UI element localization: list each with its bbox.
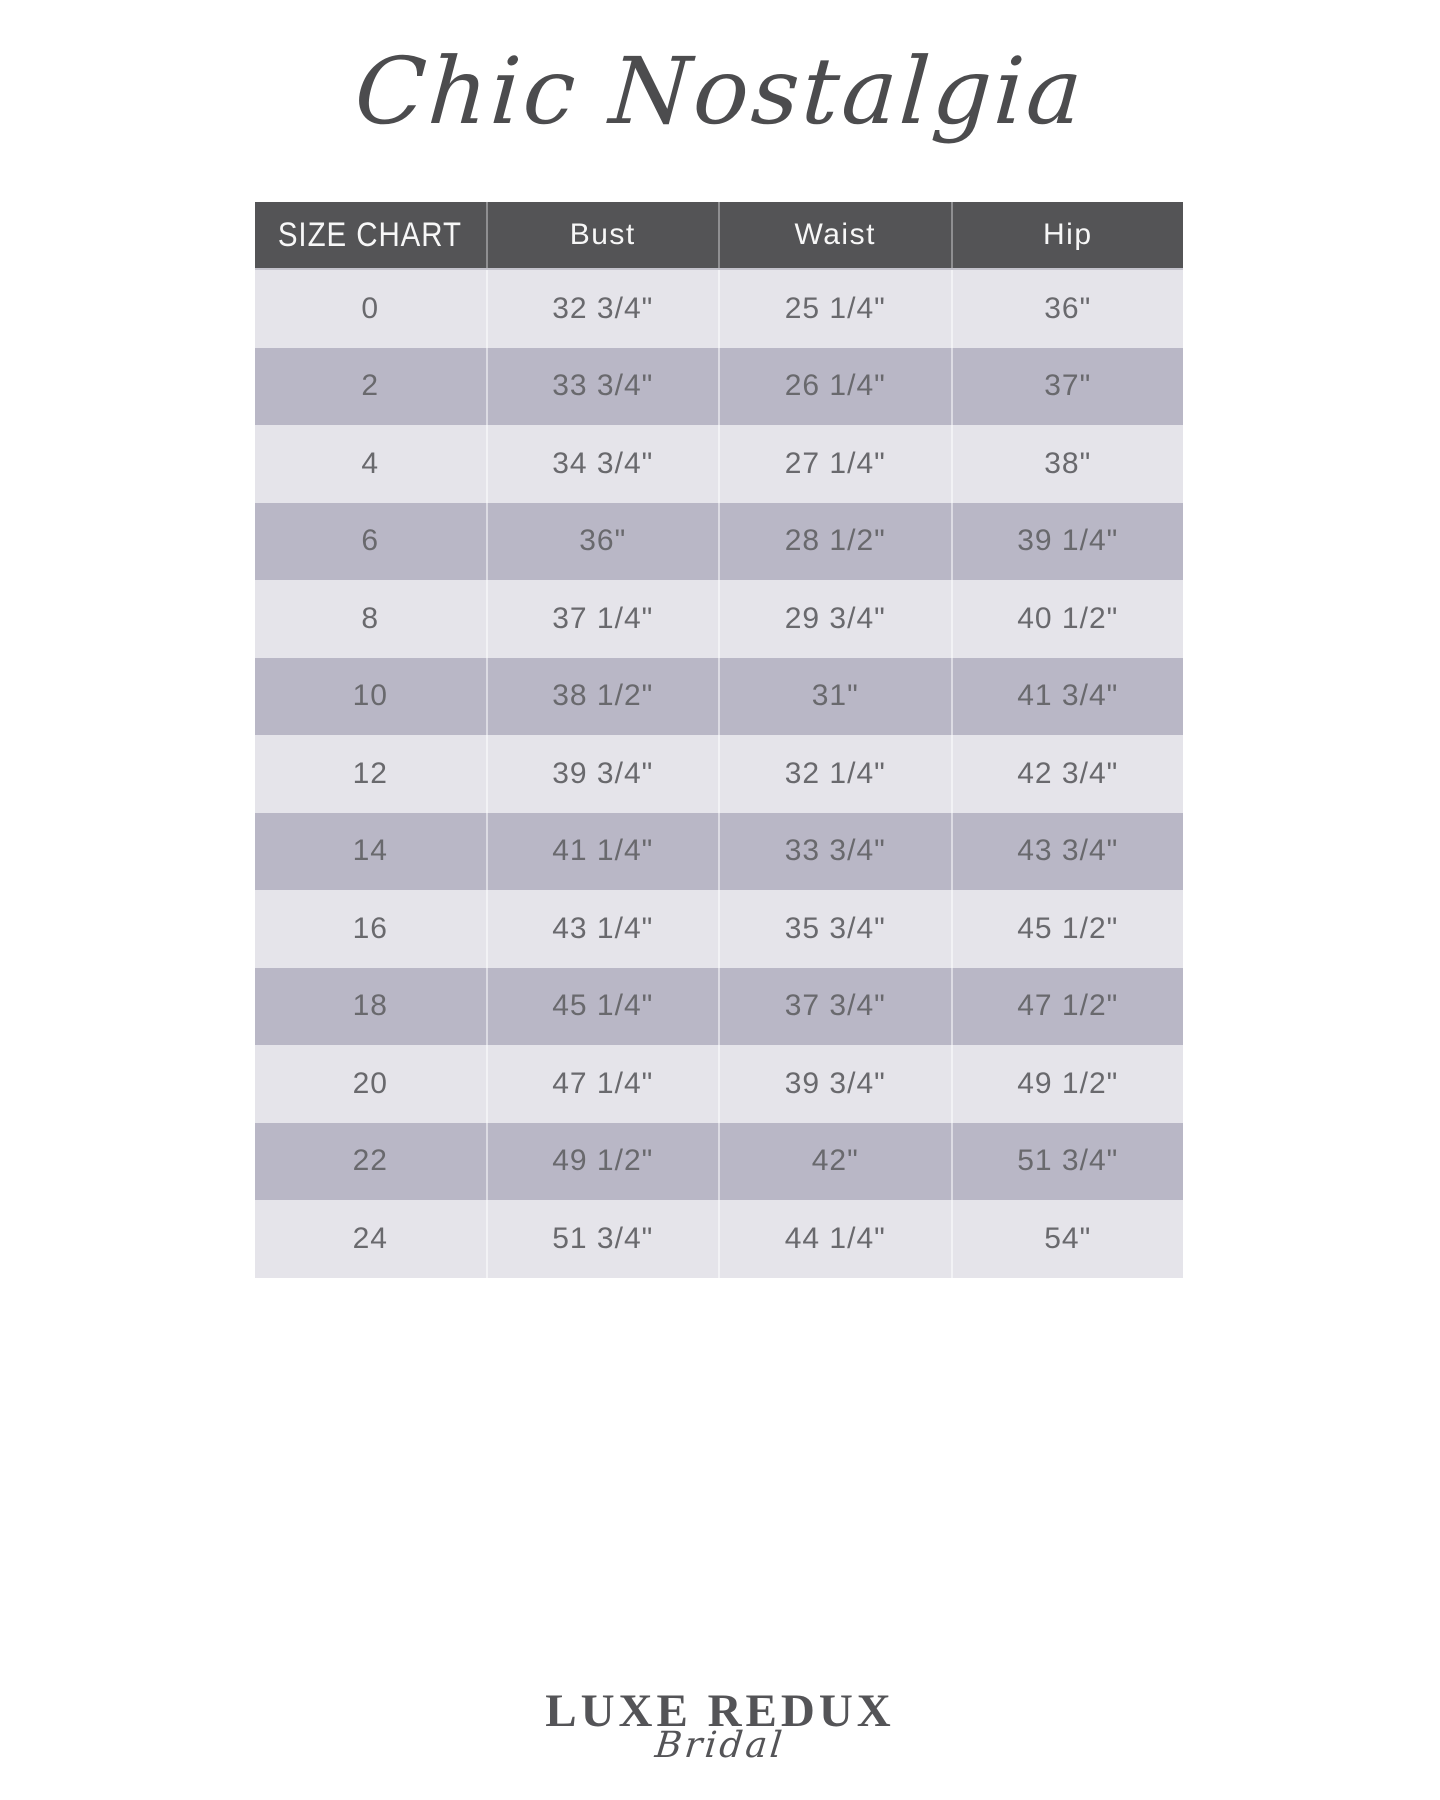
cell-bust: 36": [485, 502, 719, 580]
cell-hip: 45 1/2": [950, 890, 1184, 968]
table-row: 0 32 3/4" 25 1/4" 36": [255, 270, 1183, 348]
cell-hip: 54": [950, 1200, 1184, 1278]
size-chart-table: SIZE CHART Bust Waist Hip 0 32 3/4" 25 1/4…: [255, 202, 1183, 1278]
table-row: 24 51 3/4" 44 1/4" 54": [255, 1200, 1183, 1278]
cell-hip: 43 3/4": [950, 812, 1184, 890]
cell-waist: 37 3/4": [718, 967, 951, 1045]
cell-bust: 41 1/4": [485, 812, 719, 890]
cell-waist: 33 3/4": [718, 812, 951, 890]
cell-bust: 37 1/4": [485, 580, 719, 658]
cell-waist: 35 3/4": [718, 890, 951, 968]
header-cell-bust: Bust: [485, 202, 719, 268]
cell-hip: 42 3/4": [950, 735, 1184, 813]
cell-waist: 25 1/4": [718, 270, 951, 348]
cell-size: 22: [352, 1144, 388, 1178]
size-chart-header-row: SIZE CHART Bust Waist Hip: [255, 202, 1183, 270]
header-cell-size-chart: SIZE CHART: [255, 202, 486, 268]
cell-waist: 44 1/4": [718, 1200, 951, 1278]
cell-bust: 51 3/4": [485, 1200, 719, 1278]
cell-bust: 32 3/4": [485, 270, 719, 348]
cell-hip: 36": [950, 270, 1184, 348]
header-cell-hip: Hip: [950, 202, 1184, 268]
table-row: 20 47 1/4" 39 3/4" 49 1/2": [255, 1045, 1183, 1123]
cell-waist: 42": [718, 1122, 951, 1200]
cell-size: 24: [352, 1221, 388, 1255]
cell-hip: 39 1/4": [950, 502, 1184, 580]
cell-bust: 49 1/2": [485, 1122, 719, 1200]
cell-size: 4: [361, 446, 380, 480]
table-row: 14 41 1/4" 33 3/4" 43 3/4": [255, 812, 1184, 890]
size-chart-body: 0 32 3/4" 25 1/4" 36" 2 33 3/4" 26 1/4" 37" 4 34 …: [255, 270, 1183, 1278]
cell-waist: 28 1/2": [718, 502, 951, 580]
store-logo-primary: LUXE REDUX: [545, 1685, 895, 1737]
cell-bust: 45 1/4": [485, 967, 719, 1045]
cell-waist: 31": [718, 657, 951, 735]
table-row: 18 45 1/4" 37 3/4" 47 1/2": [255, 967, 1184, 1045]
cell-waist: 39 3/4": [718, 1045, 951, 1123]
cell-waist: 29 3/4": [718, 580, 951, 658]
cell-hip: 38": [950, 425, 1184, 503]
cell-bust: 43 1/4": [485, 890, 719, 968]
cell-hip: 37": [950, 347, 1184, 425]
cell-size: 6: [361, 524, 380, 558]
table-row: 6 36" 28 1/2" 39 1/4": [255, 502, 1184, 580]
cell-hip: 49 1/2": [950, 1045, 1184, 1123]
cell-size: 10: [352, 679, 388, 713]
cell-size: 0: [361, 291, 380, 325]
table-row: 8 37 1/4" 29 3/4" 40 1/2": [255, 580, 1183, 658]
brand-title: Chic Nostalgia: [351, 38, 1089, 145]
cell-bust: 34 3/4": [485, 425, 719, 503]
cell-size: 14: [352, 834, 388, 868]
cell-hip: 41 3/4": [950, 657, 1184, 735]
cell-bust: 47 1/4": [485, 1045, 719, 1123]
cell-bust: 38 1/2": [485, 657, 719, 735]
store-logo-secondary: Bridal: [653, 1725, 787, 1766]
cell-size: 8: [361, 601, 380, 635]
cell-hip: 47 1/2": [950, 967, 1184, 1045]
cell-size: 16: [352, 911, 388, 945]
cell-waist: 26 1/4": [718, 347, 951, 425]
cell-bust: 33 3/4": [485, 347, 719, 425]
cell-size: 12: [352, 756, 388, 790]
store-logo: LUXE REDUX Bridal: [0, 1685, 1440, 1767]
table-row: 2 33 3/4" 26 1/4" 37": [255, 347, 1184, 425]
header-cell-waist: Waist: [718, 202, 951, 268]
cell-size: 20: [352, 1066, 388, 1100]
cell-waist: 32 1/4": [718, 735, 951, 813]
cell-size: 18: [352, 989, 388, 1023]
cell-bust: 39 3/4": [485, 735, 719, 813]
table-row: 22 49 1/2" 42" 51 3/4": [255, 1122, 1184, 1200]
table-row: 4 34 3/4" 27 1/4" 38": [255, 425, 1183, 503]
table-row: 16 43 1/4" 35 3/4" 45 1/2": [255, 890, 1183, 968]
cell-size: 2: [361, 369, 380, 403]
cell-hip: 51 3/4": [950, 1122, 1184, 1200]
cell-waist: 27 1/4": [718, 425, 951, 503]
table-row: 10 38 1/2" 31" 41 3/4": [255, 657, 1184, 735]
size-chart-label: SIZE CHART: [278, 214, 463, 255]
cell-hip: 40 1/2": [950, 580, 1184, 658]
table-row: 12 39 3/4" 32 1/4" 42 3/4": [255, 735, 1183, 813]
